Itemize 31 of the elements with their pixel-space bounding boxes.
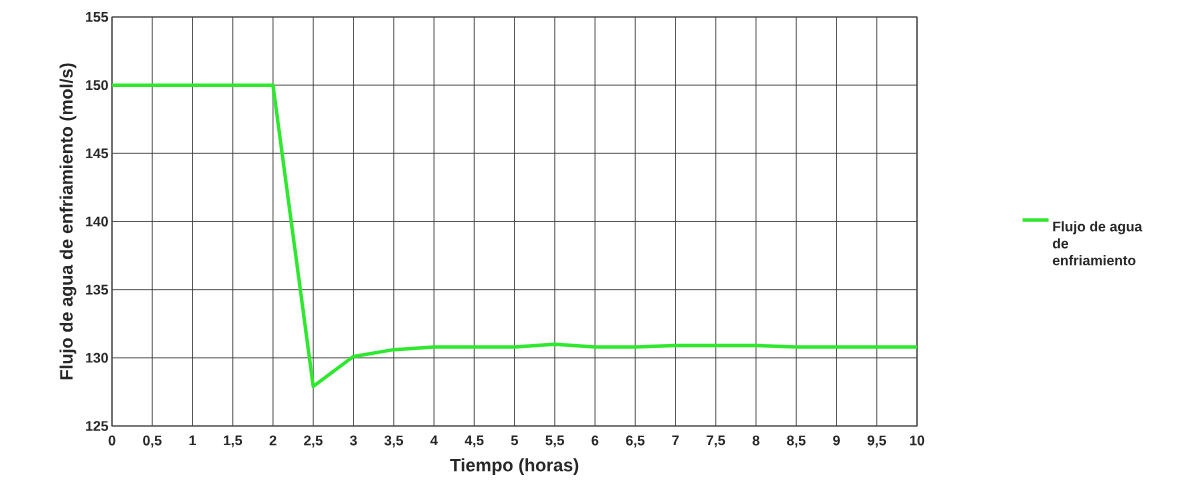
- x-tick-label: 9: [833, 435, 840, 446]
- x-tick-label: 3: [349, 435, 357, 446]
- x-tick-label: 7: [672, 435, 679, 446]
- x-tick-label: 2: [269, 435, 277, 446]
- y-tick-label: 135: [86, 284, 109, 295]
- y-tick-label: 150: [86, 80, 108, 91]
- x-tick-label: 6: [591, 435, 599, 446]
- x-axis-title: Tiempo (horas): [450, 458, 579, 475]
- x-tick-label: 1: [189, 435, 197, 446]
- x-tick-label: 7,5: [706, 435, 726, 448]
- y-tick-label: 125: [86, 421, 109, 431]
- x-tick-label: 2,5: [304, 435, 323, 448]
- text: Flujo de agua de enfriamiento: [1052, 221, 1143, 266]
- x-tick-label: 8: [752, 435, 760, 446]
- y-tick-label: 145: [86, 148, 109, 159]
- x-tick-label: 5,5: [545, 435, 565, 448]
- x-tick-label: 6,5: [626, 435, 645, 448]
- y-axis-title: Flujo de agua de enfriamiento (mol/s): [59, 63, 77, 380]
- x-tick-label: 3,5: [384, 435, 404, 448]
- x-tick-label: 10: [910, 435, 925, 446]
- y-tick-label: 140: [86, 216, 108, 227]
- x-tick-label: 0: [108, 435, 116, 446]
- y-tick-label: 130: [86, 352, 108, 363]
- x-tick-label: 8,5: [787, 435, 806, 448]
- x-tick-label: 4,5: [464, 435, 484, 448]
- x-tick-label: 4: [430, 435, 438, 446]
- y-tick-label: 155: [86, 12, 109, 22]
- x-tick-label: 0,5: [143, 435, 162, 448]
- x-tick-label: 9,5: [867, 435, 887, 448]
- x-tick-label: 5: [511, 435, 519, 446]
- x-tick-label: 1,5: [223, 435, 243, 448]
